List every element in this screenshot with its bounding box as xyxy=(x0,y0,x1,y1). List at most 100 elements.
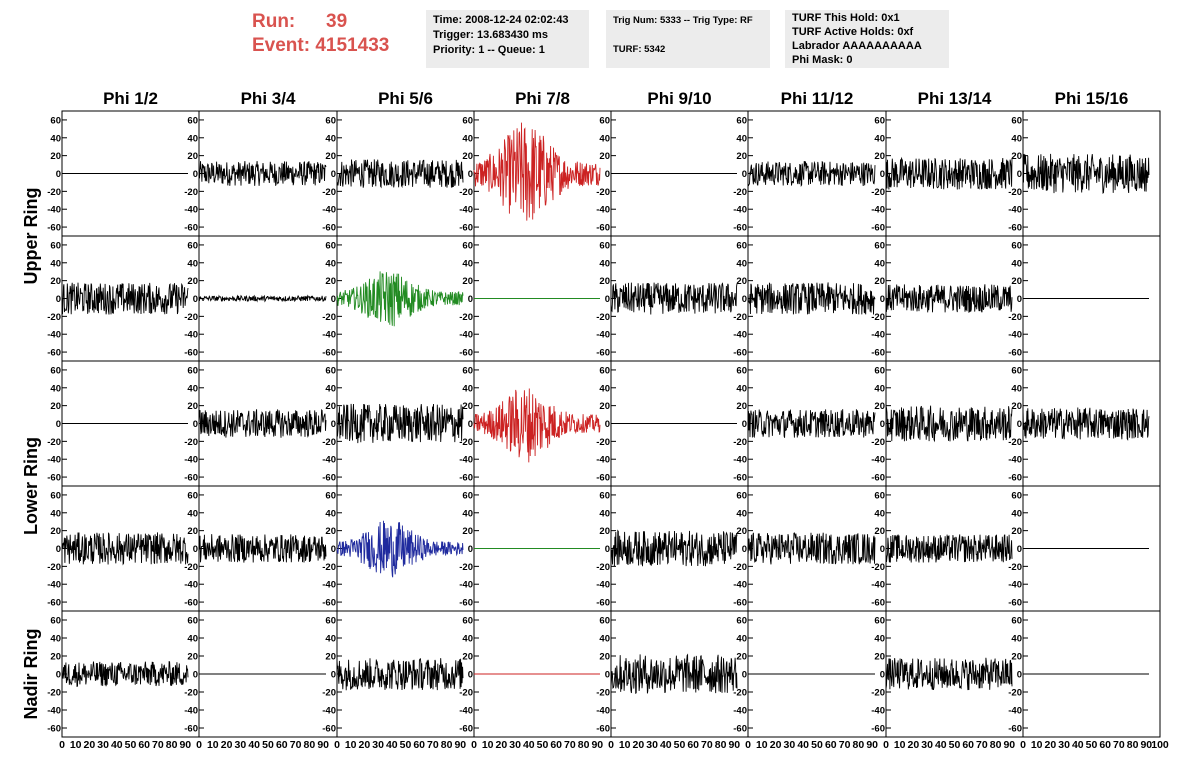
y-tick-label: -20 xyxy=(184,688,198,699)
waveform-trace xyxy=(610,653,738,694)
waveform-trace xyxy=(336,403,464,444)
x-tick-label: 30 xyxy=(921,739,933,751)
y-tick-label: 60 xyxy=(874,365,885,376)
x-tick-label: 0 xyxy=(745,739,751,751)
y-tick-label: -20 xyxy=(596,688,610,699)
x-tick-label: 50 xyxy=(125,739,137,751)
y-tick-label: 40 xyxy=(599,508,610,519)
x-tick-label: 30 xyxy=(235,739,247,751)
x-tick-label: 50 xyxy=(674,739,686,751)
y-tick-label: -60 xyxy=(871,724,885,735)
labrador-line: Labrador AAAAAAAAAA xyxy=(792,40,922,52)
y-tick-label: 60 xyxy=(462,490,473,501)
y-tick-label: 20 xyxy=(874,652,885,663)
x-tick-label: 70 xyxy=(427,739,439,751)
y-tick-label: -60 xyxy=(596,724,610,735)
y-tick-label: 40 xyxy=(462,508,473,519)
x-tick-label: 50 xyxy=(262,739,274,751)
y-tick-label: 20 xyxy=(874,526,885,537)
y-tick-label: 20 xyxy=(50,401,61,412)
row-group-label: Lower Ring xyxy=(21,437,41,535)
x-tick-label: 20 xyxy=(770,739,782,751)
waveform-trace xyxy=(198,408,327,438)
y-tick-label: 40 xyxy=(599,634,610,645)
y-tick-label: 60 xyxy=(874,490,885,501)
waveform-trace xyxy=(747,408,876,438)
y-tick-label: -20 xyxy=(322,688,336,699)
y-tick-label: 40 xyxy=(874,383,885,394)
y-tick-label: -40 xyxy=(871,706,885,717)
x-tick-label: 80 xyxy=(304,739,316,751)
y-tick-label: 20 xyxy=(462,276,473,287)
waveform-trace xyxy=(1022,153,1150,195)
y-tick-label: 0 xyxy=(605,169,610,180)
y-tick-label: -40 xyxy=(47,330,61,341)
y-tick-label: 60 xyxy=(462,365,473,376)
y-tick-label: -60 xyxy=(184,348,198,359)
y-tick-label: 0 xyxy=(880,544,885,555)
y-tick-label: -60 xyxy=(733,223,747,234)
x-tick-label: 90 xyxy=(317,739,329,751)
x-tick-label: 20 xyxy=(359,739,371,751)
y-tick-label: 60 xyxy=(1011,365,1022,376)
y-tick-label: -20 xyxy=(596,437,610,448)
y-tick-label: 20 xyxy=(1011,526,1022,537)
y-tick-label: -40 xyxy=(322,706,336,717)
y-tick-label: 0 xyxy=(193,169,198,180)
y-tick-label: -40 xyxy=(596,580,610,591)
y-tick-label: 60 xyxy=(599,115,610,126)
y-tick-label: 40 xyxy=(325,383,336,394)
y-tick-label: 0 xyxy=(331,670,336,681)
x-tick-label: 100 xyxy=(1151,739,1169,751)
y-tick-label: -20 xyxy=(47,562,61,573)
x-tick-label: 30 xyxy=(97,739,109,751)
x-tick-label: 20 xyxy=(496,739,508,751)
x-tick-label: 10 xyxy=(207,739,219,751)
y-tick-label: 20 xyxy=(325,526,336,537)
x-tick-label: 70 xyxy=(1113,739,1125,751)
y-tick-label: 40 xyxy=(50,258,61,269)
turf-info-box: TURF This Hold: 0x1 TURF Active Holds: 0… xyxy=(785,10,949,68)
y-tick-label: -40 xyxy=(871,580,885,591)
y-tick-label: 0 xyxy=(193,544,198,555)
x-tick-label: 50 xyxy=(400,739,412,751)
run-event-block: Run: 39 Event: 4151433 xyxy=(252,10,389,58)
y-tick-label: 40 xyxy=(1011,634,1022,645)
y-tick-label: 20 xyxy=(736,652,747,663)
waveform-trace xyxy=(747,282,876,315)
x-tick-label: 30 xyxy=(509,739,521,751)
y-tick-label: 20 xyxy=(325,401,336,412)
y-tick-label: 0 xyxy=(1017,169,1022,180)
y-tick-label: -60 xyxy=(1008,473,1022,484)
x-tick-label: 70 xyxy=(839,739,851,751)
y-tick-label: -60 xyxy=(459,223,473,234)
x-tick-label: 70 xyxy=(701,739,713,751)
waveform-trace xyxy=(198,294,327,303)
y-tick-label: -60 xyxy=(184,724,198,735)
y-tick-label: 60 xyxy=(599,240,610,251)
y-tick-label: -60 xyxy=(322,473,336,484)
y-tick-label: 0 xyxy=(56,544,61,555)
run-value: 39 xyxy=(326,11,348,32)
event-value: 4151433 xyxy=(315,35,390,56)
y-tick-label: -40 xyxy=(596,706,610,717)
y-tick-label: 60 xyxy=(1011,115,1022,126)
y-tick-label: 20 xyxy=(325,652,336,663)
waveform-trace xyxy=(336,657,464,691)
y-tick-label: -40 xyxy=(47,455,61,466)
y-tick-label: -60 xyxy=(322,223,336,234)
y-tick-label: 40 xyxy=(1011,133,1022,144)
y-tick-label: 0 xyxy=(56,419,61,430)
y-tick-label: -20 xyxy=(459,437,473,448)
waveform-trace xyxy=(747,532,876,565)
y-tick-label: 40 xyxy=(50,508,61,519)
y-tick-label: 60 xyxy=(187,115,198,126)
x-tick-label: 40 xyxy=(797,739,809,751)
y-tick-label: -40 xyxy=(871,330,885,341)
y-tick-label: -60 xyxy=(47,223,61,234)
y-tick-label: 60 xyxy=(187,616,198,627)
y-tick-label: 20 xyxy=(50,652,61,663)
y-tick-label: -40 xyxy=(47,706,61,717)
y-tick-label: 60 xyxy=(599,365,610,376)
y-tick-label: 40 xyxy=(736,634,747,645)
